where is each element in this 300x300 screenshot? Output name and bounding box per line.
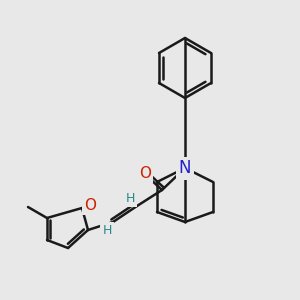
Text: H: H — [102, 224, 112, 236]
Text: H: H — [125, 193, 135, 206]
Text: O: O — [139, 166, 151, 181]
Text: O: O — [84, 197, 96, 212]
Text: N: N — [179, 159, 191, 177]
